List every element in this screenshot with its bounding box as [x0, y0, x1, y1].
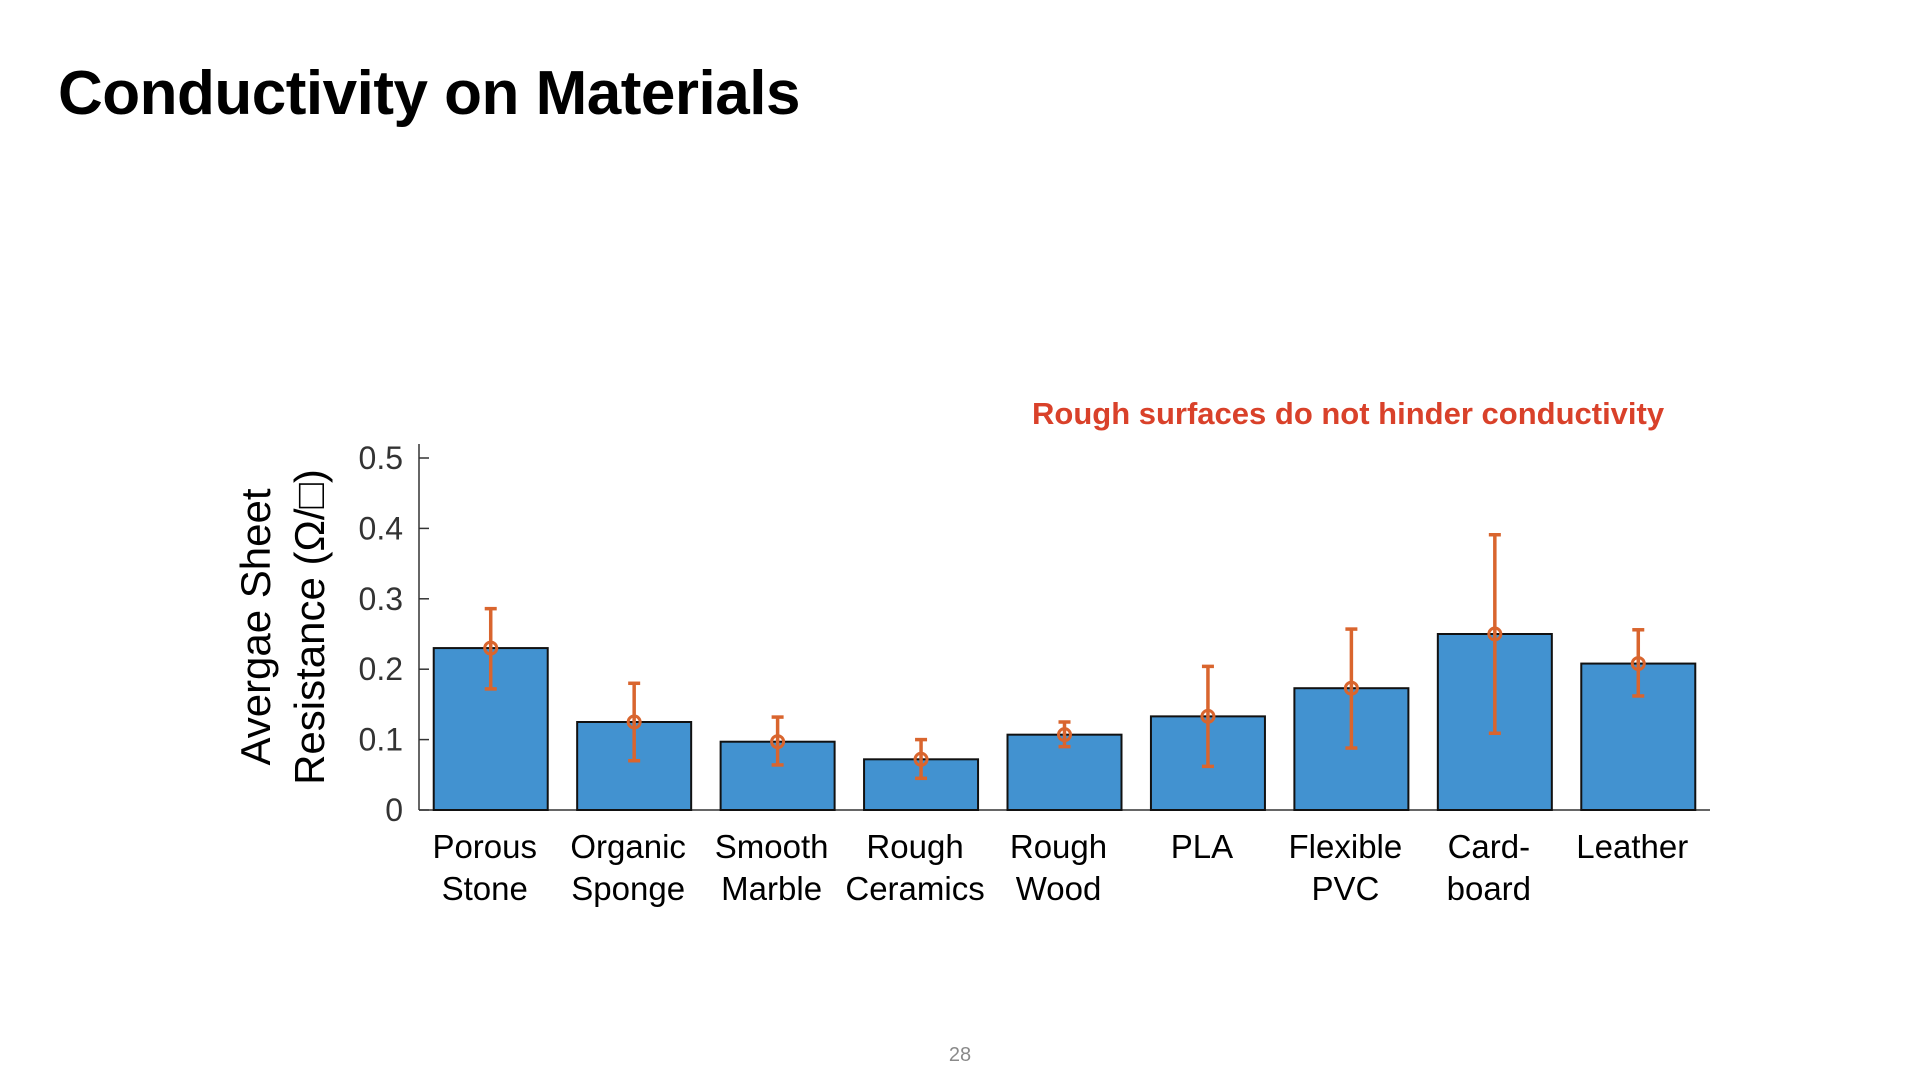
x-tick-label-line: Organic: [570, 828, 686, 865]
page-number: 28: [948, 1044, 972, 1066]
y-tick-label: 0.3: [359, 581, 403, 617]
bar-chart: 0 0.1 0.2 0.3 0.4 0.5 Avergae Sheet Resistance …: [232, 440, 1710, 907]
x-tick-label-line: Sponge: [571, 870, 685, 907]
mean-marker: [1057, 727, 1072, 743]
mean-marker: [913, 751, 929, 767]
chart-bars: [432, 633, 1697, 812]
mean-marker: [1487, 626, 1503, 642]
x-tick-label-line: Leather: [1576, 828, 1688, 865]
x-tick-label-line: board: [1447, 870, 1531, 907]
x-tick-label: PLA: [1171, 828, 1233, 865]
x-tick-label-line: Rough: [1010, 828, 1107, 865]
y-tick-label: 0.2: [359, 651, 403, 687]
x-tick-label-line: Porous: [432, 828, 537, 865]
y-axis-label-line: Avergae Sheet: [232, 488, 279, 765]
x-tick-label: Rough Wood: [1010, 828, 1107, 907]
chart-labels: 0 0.1 0.2 0.3 0.4 0.5 Avergae Sheet Resistance …: [232, 440, 1688, 907]
mean-marker: [626, 714, 642, 730]
mean-marker: [1343, 680, 1359, 696]
y-axis-label-line: Resistance (Ω/□): [286, 469, 333, 785]
y-tick-label: 0: [385, 792, 403, 828]
chart-error-bars: [483, 532, 1646, 781]
x-tick-label: Leather: [1576, 828, 1688, 865]
mean-marker: [770, 734, 786, 750]
x-tick-label-line: Ceramics: [845, 870, 984, 907]
y-tick-label: 0.5: [359, 440, 403, 476]
x-tick-label-line: PLA: [1171, 828, 1233, 865]
x-tick-label-line: Marble: [721, 870, 822, 907]
x-tick-label: Rough Ceramics: [845, 828, 984, 907]
x-tick-label: Porous Stone: [432, 828, 537, 907]
mean-marker: [483, 640, 499, 656]
slide-title: Conductivity on Materials: [58, 59, 800, 128]
x-tick-label: Smooth Marble: [715, 828, 829, 907]
chart-annotation: Rough surfaces do not hinder conductivit…: [1032, 396, 1665, 431]
x-tick-label: Card-board: [1447, 828, 1531, 907]
x-tick-label-line: Stone: [442, 870, 528, 907]
x-tick-label-line: Flexible: [1289, 828, 1403, 865]
x-tick-label-line: Rough: [866, 828, 963, 865]
y-axis-label: Avergae Sheet Resistance (Ω/□): [232, 469, 333, 785]
mean-marker: [1630, 656, 1646, 672]
x-tick-label-line: PVC: [1311, 870, 1379, 907]
x-tick-label: Organic Sponge: [570, 828, 686, 907]
y-tick-label: 0.4: [359, 510, 403, 546]
y-tick-label: 0.1: [359, 722, 403, 758]
x-tick-label: Flexible PVC: [1289, 828, 1403, 907]
x-tick-label-line: Wood: [1016, 870, 1102, 907]
x-tick-label-line: Card-: [1448, 828, 1531, 865]
x-tick-label-line: Smooth: [715, 828, 829, 865]
mean-marker: [1200, 708, 1216, 724]
